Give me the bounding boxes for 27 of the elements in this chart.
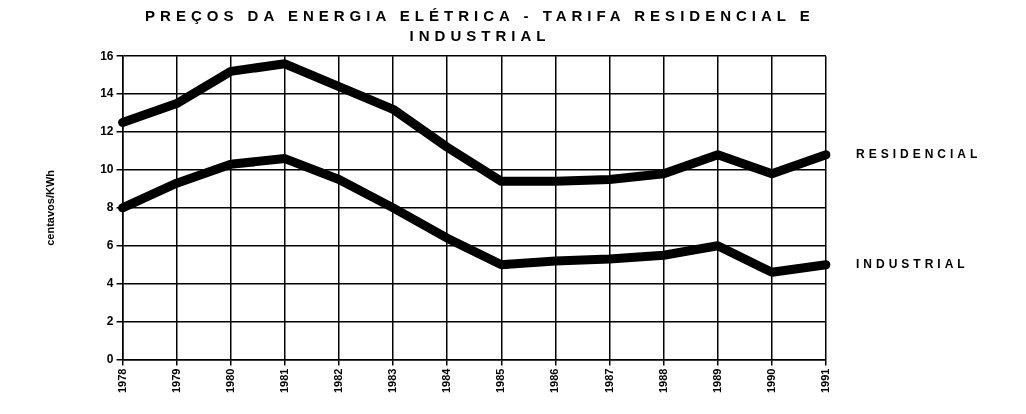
x-tick-label: 1984: [440, 367, 453, 394]
x-tick-label: 1986: [548, 368, 561, 394]
text: INDUSTRIAL: [856, 257, 969, 272]
text: RESIDENCIAL: [856, 147, 982, 162]
y-tick-label: 12: [100, 124, 114, 139]
y-axis-title: centavos/KWh: [43, 169, 56, 246]
y-tick-label: 6: [106, 238, 114, 253]
y-tick-label: 10: [100, 162, 114, 177]
x-tick-label: 1991: [819, 368, 832, 394]
x-tick-label: 1979: [169, 368, 182, 394]
x-tick-label: 1982: [332, 368, 345, 394]
x-tick-label: 1985: [494, 368, 507, 394]
x-tick-label: 1980: [223, 368, 236, 394]
y-tick-label: 14: [100, 86, 114, 101]
y-tick-label: 2: [106, 313, 114, 328]
x-tick-label: 1987: [602, 368, 615, 394]
x-tick-label: 1978: [115, 368, 128, 394]
y-tick-label: 16: [100, 48, 114, 63]
x-tick-label: 1989: [710, 368, 723, 394]
x-tick-label: 1981: [277, 368, 290, 394]
chart-title: PREÇOS DA ENERGIA ELÉTRICA - TARIFA RESIDENCIAL E INDUSTRIAL: [144, 6, 816, 46]
x-tick-label: 1990: [764, 368, 777, 394]
y-tick-label: 0: [106, 351, 114, 366]
y-tick-label: 8: [106, 200, 114, 215]
x-tick-label: 1983: [386, 368, 399, 394]
y-tick-label: 4: [106, 276, 114, 291]
x-tick-label: 1988: [656, 368, 669, 394]
